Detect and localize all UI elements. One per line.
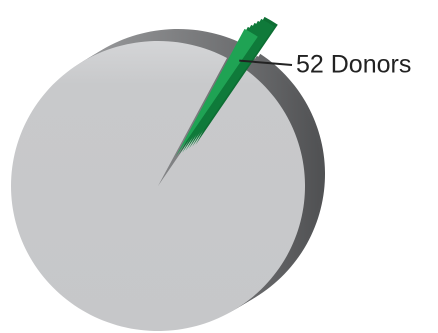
slice (175, 28, 258, 157)
leader-line (239, 59, 293, 66)
slice-label: 52 Donors (296, 51, 411, 79)
slice-side (192, 18, 275, 147)
slice (11, 41, 306, 332)
